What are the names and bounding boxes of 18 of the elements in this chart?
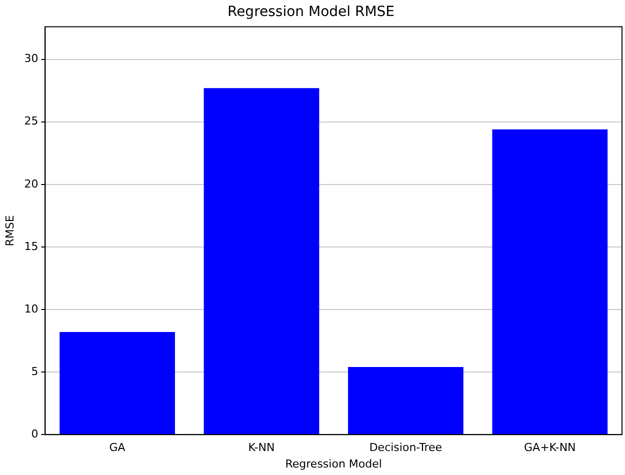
y-axis-title: RMSE <box>3 215 16 246</box>
y-tick-label: 30 <box>24 52 38 66</box>
x-tick-label: GA <box>109 441 126 454</box>
bar <box>348 367 464 434</box>
bar <box>492 129 608 434</box>
y-tick-label: 20 <box>24 177 38 190</box>
y-tick-label: 5 <box>31 364 38 378</box>
x-tick-label: Decision-Tree <box>369 441 442 454</box>
chart-title: Regression Model RMSE <box>227 4 395 20</box>
x-tick-label: K-NN <box>248 441 275 454</box>
y-tick-label: 15 <box>24 240 38 253</box>
y-tick-label: 25 <box>24 114 38 128</box>
bar <box>60 332 175 434</box>
y-tick-label: 10 <box>24 302 38 316</box>
x-axis-title: Regression Model <box>285 457 382 470</box>
y-tick-label: 0 <box>31 427 38 440</box>
x-tick-label: GA+K-NN <box>524 441 576 454</box>
bar <box>204 88 320 434</box>
